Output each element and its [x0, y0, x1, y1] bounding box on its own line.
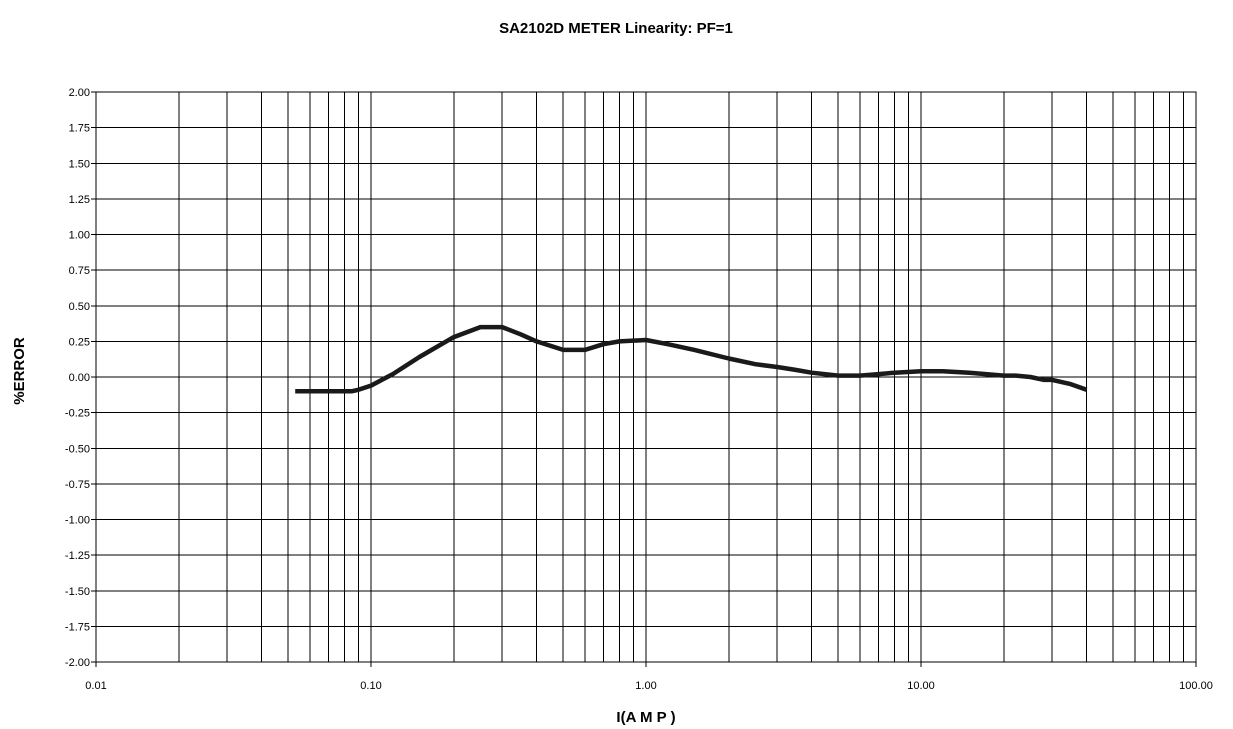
- x-tick-label: 10.00: [907, 680, 935, 692]
- grid-lines: [95, 91, 1197, 663]
- x-tick-label: 100.00: [1179, 680, 1213, 692]
- y-tick-label: 1.25: [69, 194, 90, 206]
- y-axis-label: %ERROR: [11, 337, 28, 405]
- y-tick-label: 0.25: [69, 336, 90, 348]
- y-tick-label: -2.00: [65, 657, 90, 669]
- y-tick-label: 0.00: [69, 372, 90, 384]
- y-tick-label: -1.25: [65, 550, 90, 562]
- x-tick-label: 0.10: [360, 680, 381, 692]
- x-tick-label: 1.00: [635, 680, 656, 692]
- y-tick-label: 2.00: [69, 87, 90, 99]
- x-axis-label: I(A M P ): [616, 709, 675, 726]
- y-tick-label: -1.00: [65, 515, 90, 527]
- chart-title: SA2102D METER Linearity: PF=1: [499, 20, 733, 37]
- y-tick-label: -0.75: [65, 479, 90, 491]
- x-tick-label: 0.01: [85, 680, 106, 692]
- y-tick-label: -0.25: [65, 408, 90, 420]
- y-tick-label: -1.75: [65, 621, 90, 633]
- series-line: [295, 324, 1088, 394]
- series-group: [295, 324, 1088, 394]
- y-tick-label: 0.75: [69, 265, 90, 277]
- y-tick-label: -0.50: [65, 443, 90, 455]
- y-tick-label: -1.50: [65, 586, 90, 598]
- y-tick-label: 1.50: [69, 158, 90, 170]
- y-tick-label: 0.50: [69, 301, 90, 313]
- y-tick-label: 1.75: [69, 123, 90, 135]
- y-tick-label: 1.00: [69, 230, 90, 242]
- x-tick-labels: 0.01 0.10 1.00 10.00 100.00: [85, 662, 1213, 692]
- y-tick-labels: 2.00 1.75 1.50 1.25 1.00 0.75 0.50 0.25 0.00 -0.2…: [65, 87, 96, 669]
